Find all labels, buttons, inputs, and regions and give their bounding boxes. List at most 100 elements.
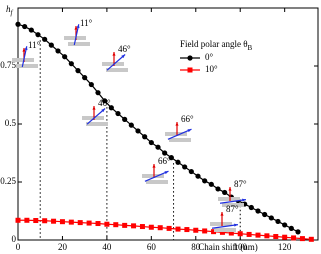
legend-marker (187, 55, 193, 61)
film-bar (218, 197, 240, 201)
series-line (17, 23, 299, 233)
film-bar (86, 122, 108, 126)
data-point (211, 229, 217, 235)
x-tick-label: 40 (102, 242, 112, 252)
y-tick-label: 0.25 (0, 176, 16, 186)
data-point (295, 229, 301, 235)
angle-label: 87° (226, 204, 239, 214)
arrow (144, 170, 169, 182)
plot-frame (17, 7, 319, 241)
arrow-head (242, 198, 246, 202)
data-point (148, 224, 154, 230)
legend-label: 0° (205, 52, 214, 62)
arrow (86, 108, 106, 125)
data-point (42, 218, 48, 224)
data-point (95, 90, 101, 96)
data-point (135, 128, 141, 134)
data-point (262, 211, 268, 218)
data-point (102, 98, 108, 104)
data-point (28, 27, 34, 33)
data-point (195, 173, 201, 179)
data-point (55, 48, 61, 54)
data-point (15, 21, 21, 27)
arrow-head (164, 171, 169, 175)
angle-label: 66° (158, 156, 171, 166)
data-point (168, 155, 174, 161)
data-point (175, 226, 181, 232)
data-point (273, 234, 279, 240)
data-point (188, 168, 194, 175)
data-point (75, 68, 81, 74)
arrow-head (121, 54, 126, 59)
data-point (288, 225, 294, 231)
arrow-head (187, 129, 192, 133)
data-point (62, 54, 68, 60)
data-point (131, 223, 137, 229)
data-point (113, 222, 119, 228)
data-point (237, 231, 243, 237)
x-axis-label: Chain shift (nm) (198, 242, 258, 252)
angle-label: 11° (28, 40, 41, 50)
data-point (282, 222, 288, 228)
data-point (175, 159, 181, 165)
data-point (193, 227, 199, 233)
y-tick-label: 0 (12, 234, 17, 244)
x-tick-label: 20 (58, 242, 68, 252)
angle-label: 46° (98, 98, 111, 108)
data-point (88, 81, 94, 88)
arrow (211, 224, 239, 229)
data-point (42, 36, 48, 42)
data-point (108, 105, 114, 111)
data-point (291, 235, 297, 241)
data-point (15, 217, 21, 223)
data-point (162, 150, 168, 156)
data-point (264, 233, 270, 239)
film-bar (222, 203, 244, 207)
x-tick-label: 120 (278, 242, 292, 252)
data-point (182, 164, 188, 170)
data-point (68, 219, 74, 225)
data-point (68, 61, 74, 67)
film-bar (146, 180, 168, 184)
arrow-head (74, 26, 78, 30)
film-bar (68, 42, 90, 46)
angle-label: 87° (234, 179, 247, 189)
angle-label: 11° (80, 18, 93, 28)
series-line (18, 219, 312, 240)
data-point (222, 189, 228, 196)
data-point (82, 75, 88, 81)
data-point (248, 204, 254, 211)
data-point (95, 221, 101, 227)
x-tick-label: 0 (16, 242, 21, 252)
data-point (122, 222, 128, 228)
y-tick-label: 0.75 (0, 60, 16, 70)
arrow (106, 54, 126, 71)
data-point (299, 236, 305, 242)
arrow-head (175, 122, 179, 126)
y-tick-label: 0.5 (5, 118, 17, 128)
arrow-head (92, 106, 96, 110)
data-point (308, 236, 314, 242)
x-tick-label: 100 (233, 242, 247, 252)
film-bar (142, 174, 164, 178)
film-bar (102, 62, 124, 66)
arrow-head (76, 24, 80, 29)
data-point (22, 23, 28, 30)
legend-label: 10° (205, 64, 218, 74)
y-axis-label: hf (6, 4, 14, 17)
data-point (255, 208, 261, 214)
arrow-head (22, 48, 26, 52)
x-tick-label: 60 (147, 242, 157, 252)
data-point (228, 230, 234, 236)
arrow (167, 128, 192, 140)
arrow-head (234, 223, 238, 227)
arrow-head (152, 164, 156, 168)
arrow-head (112, 52, 116, 56)
data-point (104, 221, 110, 227)
film-bar (82, 116, 104, 120)
data-point (148, 139, 154, 146)
data-point (128, 122, 134, 128)
film-bar (16, 64, 38, 68)
data-point (157, 225, 163, 231)
